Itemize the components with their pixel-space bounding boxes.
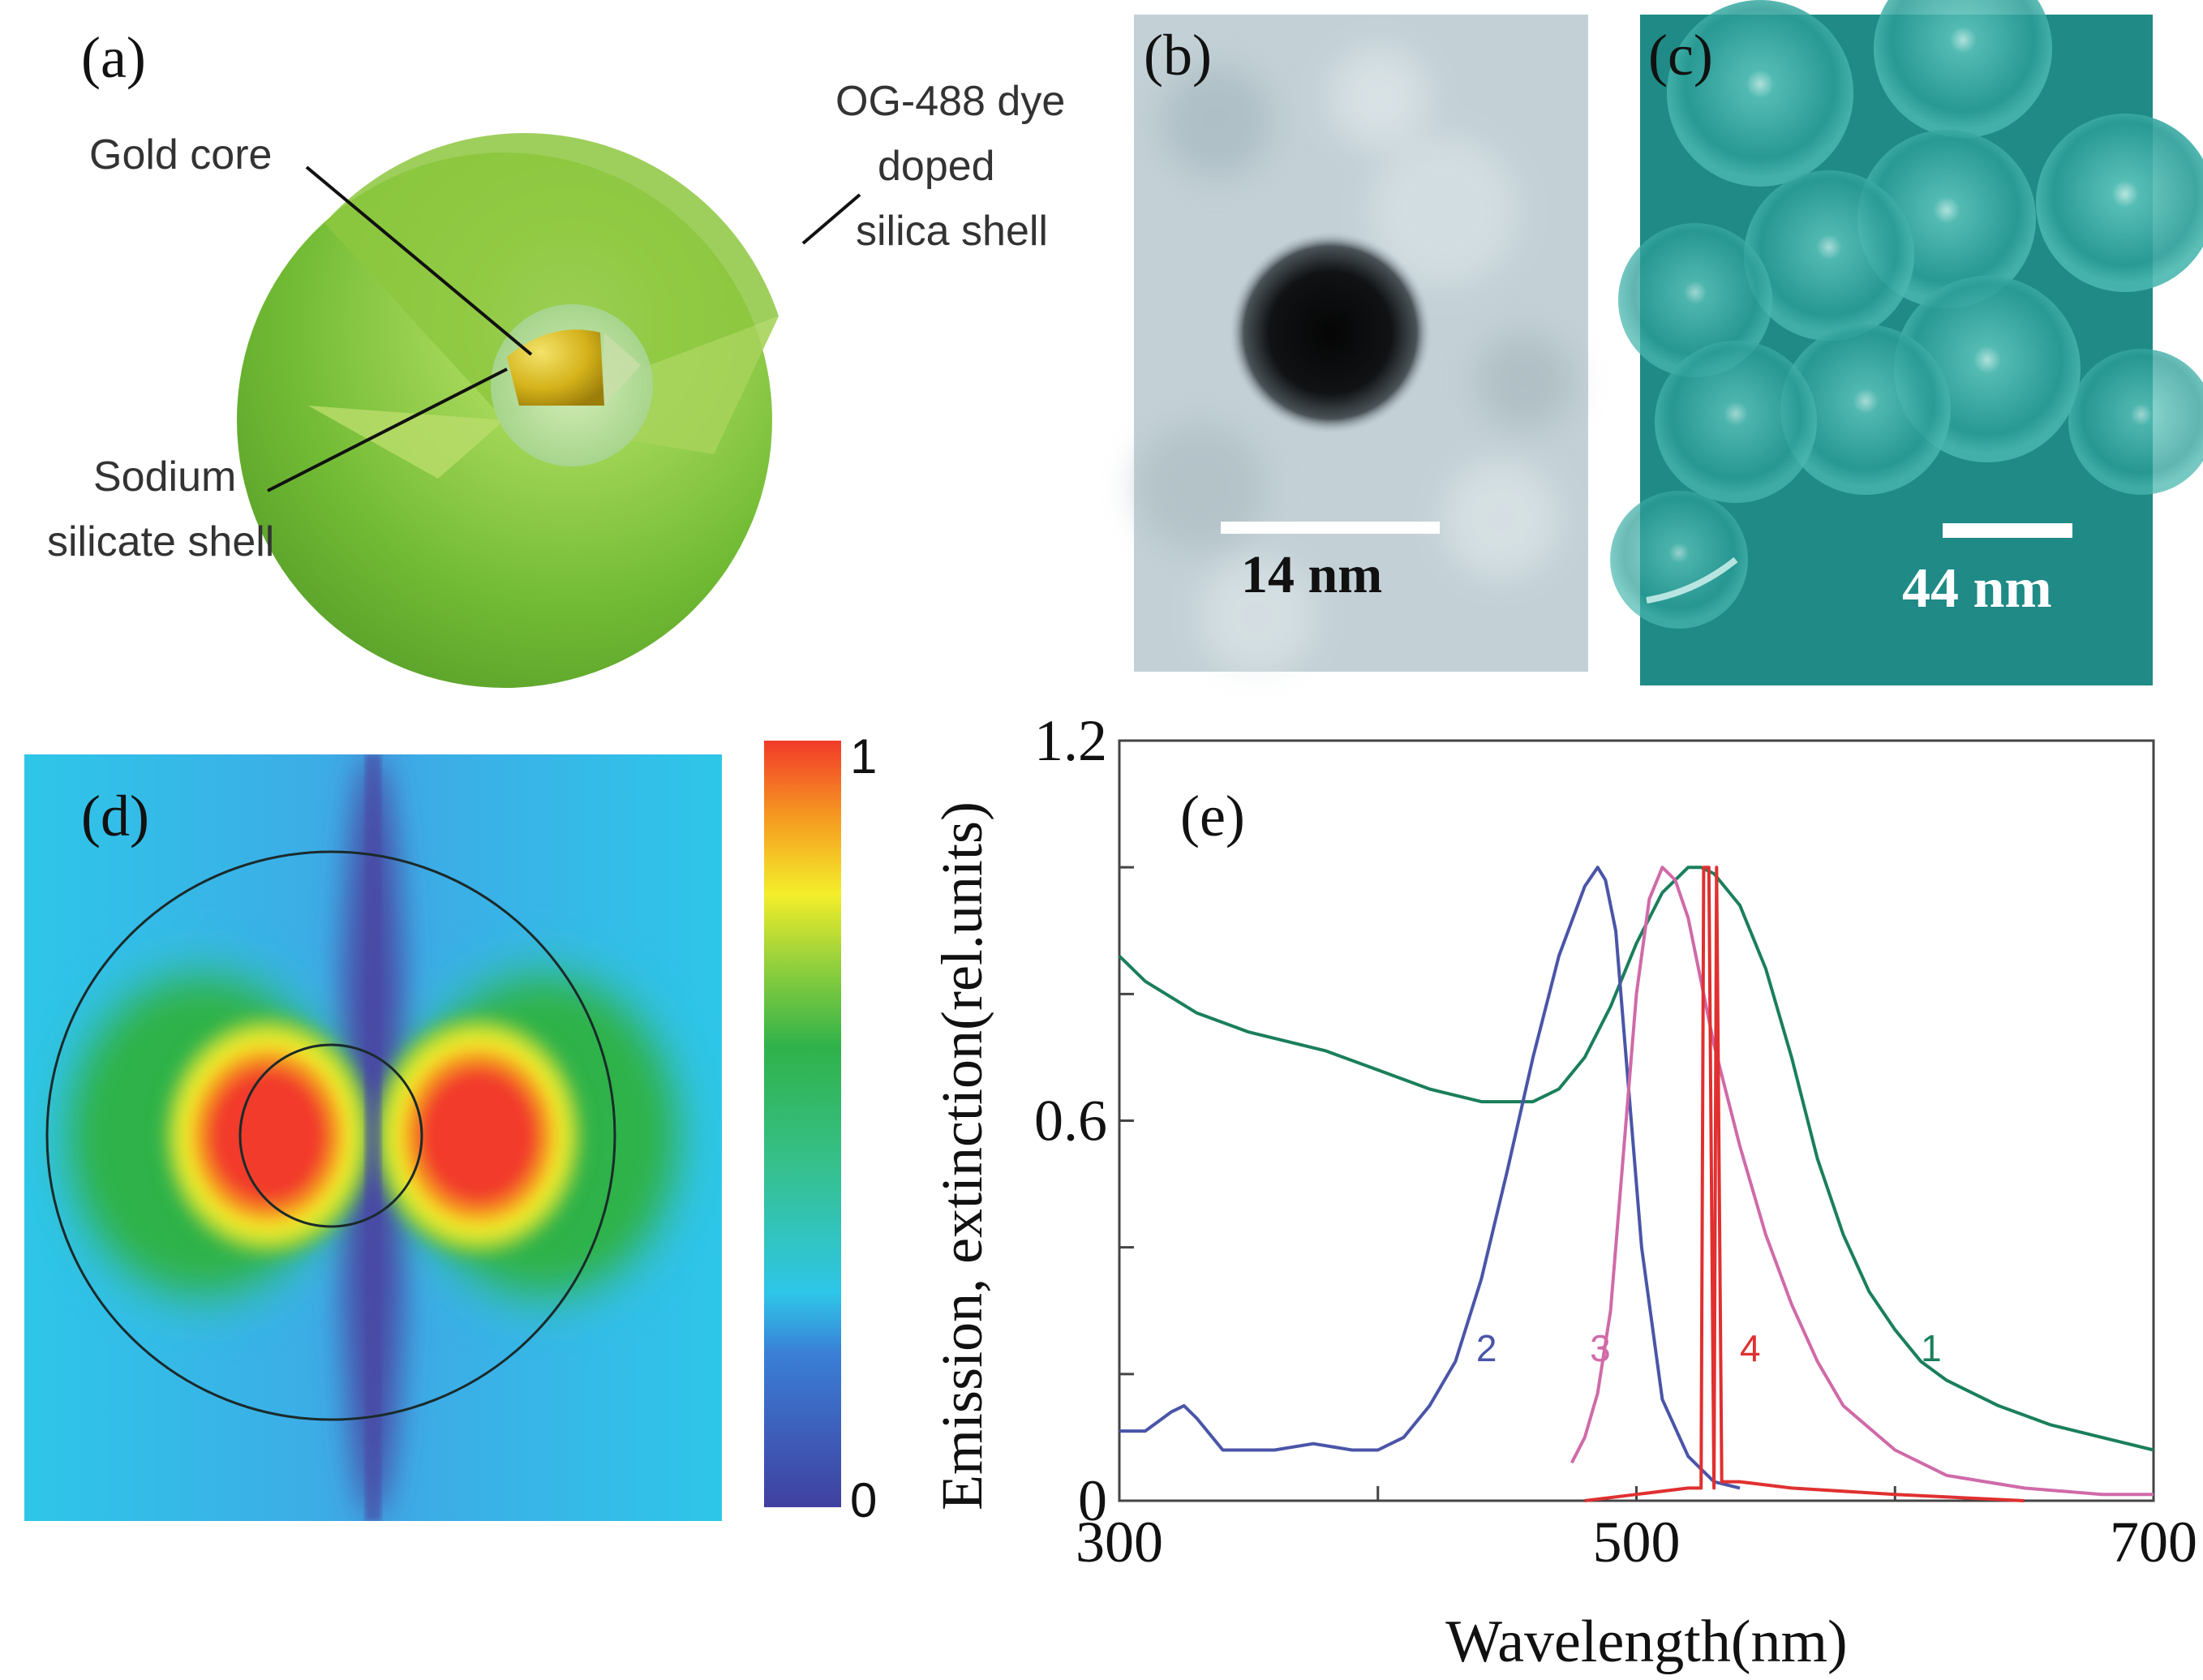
series-label-4: 4 [1740, 1327, 1761, 1369]
gold-particle-b [1229, 231, 1432, 434]
cutaway-wedge-lower [308, 406, 505, 479]
panel-b-tag: (b) [1144, 23, 1212, 88]
sphere [1874, 0, 2052, 138]
label-gold-core: Gold core [89, 131, 272, 178]
chart-ylabel: Emission, extinction(rel.units) [930, 801, 994, 1510]
silica-spheres-c [1610, 0, 2203, 629]
sphere [1744, 170, 1914, 341]
field-map [24, 754, 722, 1521]
x-tick-label: 300 [1076, 1510, 1163, 1575]
y-tick-label: 0 [1078, 1468, 1107, 1533]
sphere [1610, 491, 1748, 629]
y-tick-label: 0.6 [1034, 1089, 1107, 1154]
sphere [1655, 341, 1817, 503]
panel-c-tag: (c) [1648, 23, 1713, 88]
scale-bar-c [1943, 523, 2072, 538]
sphere [2068, 349, 2203, 495]
panel-b: 14 nm (b) [1134, 15, 1588, 673]
panel-d-tag: (d) [81, 784, 149, 849]
series-label-2: 2 [1476, 1327, 1497, 1369]
leader-sodium [267, 367, 508, 492]
series-label-1: 1 [1921, 1327, 1942, 1369]
label-dye-shell-2: doped [878, 143, 995, 190]
core-boundary [238, 1043, 423, 1228]
outer-boundary [45, 850, 616, 1421]
x-tick-label: 500 [1593, 1510, 1681, 1575]
label-sodium-2: silicate shell [47, 518, 274, 565]
panel-a: (a) Gold core OG-488 dye doped silica sh… [47, 25, 1065, 688]
sphere-edge-highlight [1646, 556, 1738, 604]
gold-core-cut [604, 333, 641, 406]
cutaway-wedge [324, 133, 779, 420]
panel-d: (d) 1 0 [24, 729, 877, 1527]
sphere [2036, 114, 2203, 292]
series-line-2 [1119, 866, 1741, 1490]
panel-a-tag: (a) [81, 25, 146, 90]
chart-plot: 300 500 700 0 0.6 1.2 1 2 3 4 [1034, 708, 2197, 1575]
scale-label-b: 14 nm [1241, 545, 1382, 604]
panel-e-tag: (e) [1180, 784, 1245, 849]
tem-noise-b [1136, 49, 1574, 673]
series-label-3: 3 [1590, 1327, 1611, 1369]
scale-label-c: 44 nm [1902, 557, 2052, 620]
leader-dye-shell [801, 193, 861, 245]
x-tick-label: 700 [2110, 1510, 2197, 1575]
chart-frame [1118, 739, 2155, 1502]
leader-gold-core [305, 165, 533, 356]
label-dye-shell-3: silica shell [856, 208, 1048, 255]
y-tick-label: 1.2 [1034, 708, 1107, 773]
sphere [1667, 0, 1853, 187]
sphere [1780, 324, 1951, 495]
label-dye-shell-1: OG-488 dye [835, 78, 1065, 125]
series-line-3 [1570, 866, 2154, 1497]
series-line-4 [1584, 866, 2025, 1502]
sphere [1618, 223, 1772, 377]
gold-core [507, 329, 604, 406]
scale-bar-b [1221, 522, 1440, 534]
chart-xlabel: Wavelength(nm) [1445, 1609, 1847, 1675]
colorbar [764, 741, 841, 1507]
nanoparticle-schematic [237, 133, 779, 688]
label-sodium-1: Sodium [93, 453, 236, 501]
colorbar-min: 0 [850, 1473, 877, 1527]
colorbar-max: 1 [850, 729, 877, 784]
series-line-1 [1118, 866, 2154, 1452]
panel-c: 44 nm (c) [1610, 0, 2203, 685]
